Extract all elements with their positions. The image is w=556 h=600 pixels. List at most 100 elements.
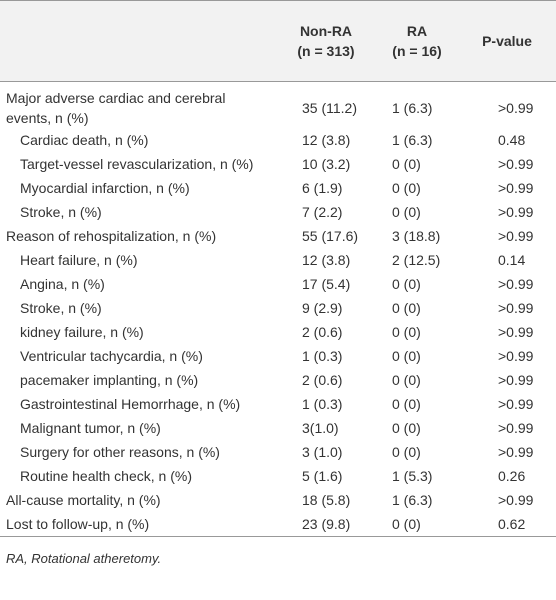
column-title: P-value bbox=[482, 33, 532, 49]
cell: 1 (6.3) bbox=[392, 492, 433, 508]
cell: >0.99 bbox=[498, 396, 534, 412]
table-row: pacemaker implanting, n (%) 2 (0.6) 0 (0) >… bbox=[0, 368, 556, 392]
cell: 0.48 bbox=[498, 132, 526, 148]
cell: >0.99 bbox=[498, 324, 534, 340]
cell: 0 (0) bbox=[392, 516, 421, 532]
row-label: All-cause mortality, n (%) bbox=[6, 492, 161, 508]
table-body: Major adverse cardiac and cerebral event… bbox=[0, 82, 556, 537]
cell: 1 (0.3) bbox=[302, 348, 343, 364]
row-label: Angina, n (%) bbox=[20, 276, 105, 292]
cell: 2 (0.6) bbox=[302, 324, 343, 340]
row-label: Stroke, n (%) bbox=[20, 204, 102, 220]
table-row: kidney failure, n (%) 2 (0.6) 0 (0) >0.99 bbox=[0, 320, 556, 344]
results-table: Non-RA (n = 313) RA (n = 16) P-value Major a… bbox=[0, 0, 556, 537]
cell: 0 (0) bbox=[392, 300, 421, 316]
table-row: Reason of rehospitalization, n (%) 55 (17… bbox=[0, 224, 556, 248]
row-label: Surgery for other reasons, n (%) bbox=[20, 444, 220, 460]
table-row: Cardiac death, n (%) 12 (3.8) 1 (6.3) 0.48 bbox=[0, 128, 556, 152]
row-label: pacemaker implanting, n (%) bbox=[20, 372, 199, 388]
table-row: Routine health check, n (%) 5 (1.6) 1 (5.3… bbox=[0, 464, 556, 488]
table-row: Malignant tumor, n (%) 3(1.0) 0 (0) >0.99 bbox=[0, 416, 556, 440]
row-label: Malignant tumor, n (%) bbox=[20, 420, 161, 436]
cell: >0.99 bbox=[498, 348, 534, 364]
cell: 2 (12.5) bbox=[392, 252, 441, 268]
cell: >0.99 bbox=[498, 204, 534, 220]
table-row: Myocardial infarction, n (%) 6 (1.9) 0 (0)… bbox=[0, 176, 556, 200]
cell: >0.99 bbox=[498, 100, 534, 116]
cell: 0 (0) bbox=[392, 348, 421, 364]
cell: 1 (6.3) bbox=[392, 100, 433, 116]
cell: 0 (0) bbox=[392, 444, 421, 460]
cell: 3 (1.0) bbox=[302, 444, 343, 460]
row-label: Lost to follow-up, n (%) bbox=[6, 516, 150, 532]
cell: 0.62 bbox=[498, 516, 526, 532]
cell: 0.14 bbox=[498, 252, 526, 268]
row-label: Target-vessel revascularization, n (%) bbox=[20, 156, 254, 172]
cell: >0.99 bbox=[498, 228, 534, 244]
cell: 10 (3.2) bbox=[302, 156, 351, 172]
cell: 9 (2.9) bbox=[302, 300, 343, 316]
cell: 0 (0) bbox=[392, 276, 421, 292]
column-subtitle: (n = 16) bbox=[392, 43, 442, 59]
cell: >0.99 bbox=[498, 276, 534, 292]
row-label: Reason of rehospitalization, n (%) bbox=[6, 228, 217, 244]
cell: 0 (0) bbox=[392, 324, 421, 340]
cell: 0 (0) bbox=[392, 372, 421, 388]
table-row: Angina, n (%) 17 (5.4) 0 (0) >0.99 bbox=[0, 272, 556, 296]
table-row: Major adverse cardiac and cerebral event… bbox=[0, 82, 556, 129]
cell: 5 (1.6) bbox=[302, 468, 343, 484]
row-label: Major adverse cardiac and cerebral event… bbox=[6, 90, 226, 126]
row-label: Myocardial infarction, n (%) bbox=[20, 180, 190, 196]
table-row: Stroke, n (%) 7 (2.2) 0 (0) >0.99 bbox=[0, 200, 556, 224]
cell: >0.99 bbox=[498, 420, 534, 436]
cell: 35 (11.2) bbox=[302, 100, 357, 116]
table-row: Heart failure, n (%) 12 (3.8) 2 (12.5) 0.14 bbox=[0, 248, 556, 272]
cell: 1 (0.3) bbox=[302, 396, 343, 412]
row-label: kidney failure, n (%) bbox=[20, 324, 144, 340]
row-label: Heart failure, n (%) bbox=[20, 252, 138, 268]
cell: 3 (18.8) bbox=[392, 228, 441, 244]
table-row: Ventricular tachycardia, n (%) 1 (0.3) 0 (… bbox=[0, 344, 556, 368]
cell: 17 (5.4) bbox=[302, 276, 351, 292]
cell: 0 (0) bbox=[392, 396, 421, 412]
row-label: Gastrointestinal Hemorrhage, n (%) bbox=[20, 396, 241, 412]
cell: 23 (9.8) bbox=[302, 516, 351, 532]
cell: 3(1.0) bbox=[302, 420, 339, 436]
table-row: Lost to follow-up, n (%) 23 (9.8) 0 (0) 0.6… bbox=[0, 512, 556, 537]
header-cell bbox=[0, 1, 276, 82]
cell: 7 (2.2) bbox=[302, 204, 343, 220]
row-label: Ventricular tachycardia, n (%) bbox=[20, 348, 203, 364]
row-label: Routine health check, n (%) bbox=[20, 468, 192, 484]
cell: 0 (0) bbox=[392, 204, 421, 220]
header-cell: P-value bbox=[458, 1, 556, 82]
cell: 1 (6.3) bbox=[392, 132, 433, 148]
cell: >0.99 bbox=[498, 156, 534, 172]
cell: 0 (0) bbox=[392, 156, 421, 172]
cell: >0.99 bbox=[498, 300, 534, 316]
cell: 18 (5.8) bbox=[302, 492, 351, 508]
cell: 2 (0.6) bbox=[302, 372, 343, 388]
cell: 0.26 bbox=[498, 468, 526, 484]
cell: 55 (17.6) bbox=[302, 228, 359, 244]
cell: 6 (1.9) bbox=[302, 180, 343, 196]
cell: 12 (3.8) bbox=[302, 132, 351, 148]
cell: 0 (0) bbox=[392, 420, 421, 436]
table-row: Gastrointestinal Hemorrhage, n (%) 1 (0.3… bbox=[0, 392, 556, 416]
table-row: All-cause mortality, n (%) 18 (5.8) 1 (6.3… bbox=[0, 488, 556, 512]
header-cell: Non-RA (n = 313) bbox=[276, 1, 376, 82]
column-subtitle: (n = 313) bbox=[297, 43, 355, 59]
row-label: Stroke, n (%) bbox=[20, 300, 102, 316]
cell: 12 (3.8) bbox=[302, 252, 351, 268]
cell: 1 (5.3) bbox=[392, 468, 433, 484]
table-row: Stroke, n (%) 9 (2.9) 0 (0) >0.99 bbox=[0, 296, 556, 320]
cell: >0.99 bbox=[498, 180, 534, 196]
header-cell: RA (n = 16) bbox=[376, 1, 458, 82]
column-title: Non-RA bbox=[299, 23, 353, 39]
footnote: RA, Rotational atheretomy. bbox=[6, 551, 162, 566]
row-label: Cardiac death, n (%) bbox=[20, 132, 149, 148]
cell: 0 (0) bbox=[392, 180, 421, 196]
table-row: Surgery for other reasons, n (%) 3 (1.0) 0… bbox=[0, 440, 556, 464]
table-row: Target-vessel revascularization, n (%) 10… bbox=[0, 152, 556, 176]
cell: >0.99 bbox=[498, 444, 534, 460]
